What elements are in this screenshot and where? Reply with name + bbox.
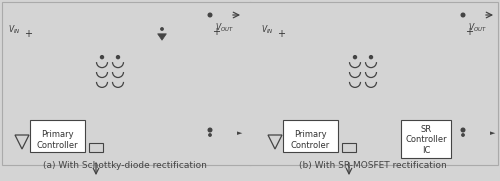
Circle shape (116, 56, 119, 59)
Text: +: + (212, 27, 220, 37)
Text: $V_{IN}$: $V_{IN}$ (261, 24, 274, 37)
Text: +: + (24, 29, 32, 39)
Bar (401, 120, 451, 158)
Text: Primary
Controller: Primary Controller (36, 130, 78, 150)
Circle shape (100, 56, 103, 59)
Bar (30, 120, 85, 152)
Bar (342, 143, 356, 152)
Text: +: + (465, 27, 473, 37)
Text: (b) With SR-MOSFET rectification: (b) With SR-MOSFET rectification (299, 161, 447, 170)
Text: Primary
Controler: Primary Controler (290, 130, 330, 150)
Circle shape (461, 128, 465, 132)
Circle shape (461, 13, 465, 17)
Text: $V_{IN}$: $V_{IN}$ (8, 24, 20, 37)
Circle shape (161, 28, 163, 30)
Circle shape (462, 134, 464, 136)
Text: $V_{OUT}$: $V_{OUT}$ (215, 21, 234, 33)
Circle shape (208, 13, 212, 17)
Text: ►: ► (237, 130, 242, 136)
Bar (89, 143, 103, 152)
Text: ►: ► (490, 130, 496, 136)
Circle shape (209, 134, 211, 136)
Bar (283, 120, 338, 152)
Text: +: + (277, 29, 285, 39)
Circle shape (354, 56, 356, 59)
Text: SR
Controller
IC: SR Controller IC (405, 125, 447, 155)
Text: $V_{OUT}$: $V_{OUT}$ (468, 21, 487, 33)
Polygon shape (158, 34, 166, 40)
Circle shape (370, 56, 372, 59)
Text: (a) With Schottky-diode rectification: (a) With Schottky-diode rectification (43, 161, 207, 170)
Circle shape (208, 128, 212, 132)
